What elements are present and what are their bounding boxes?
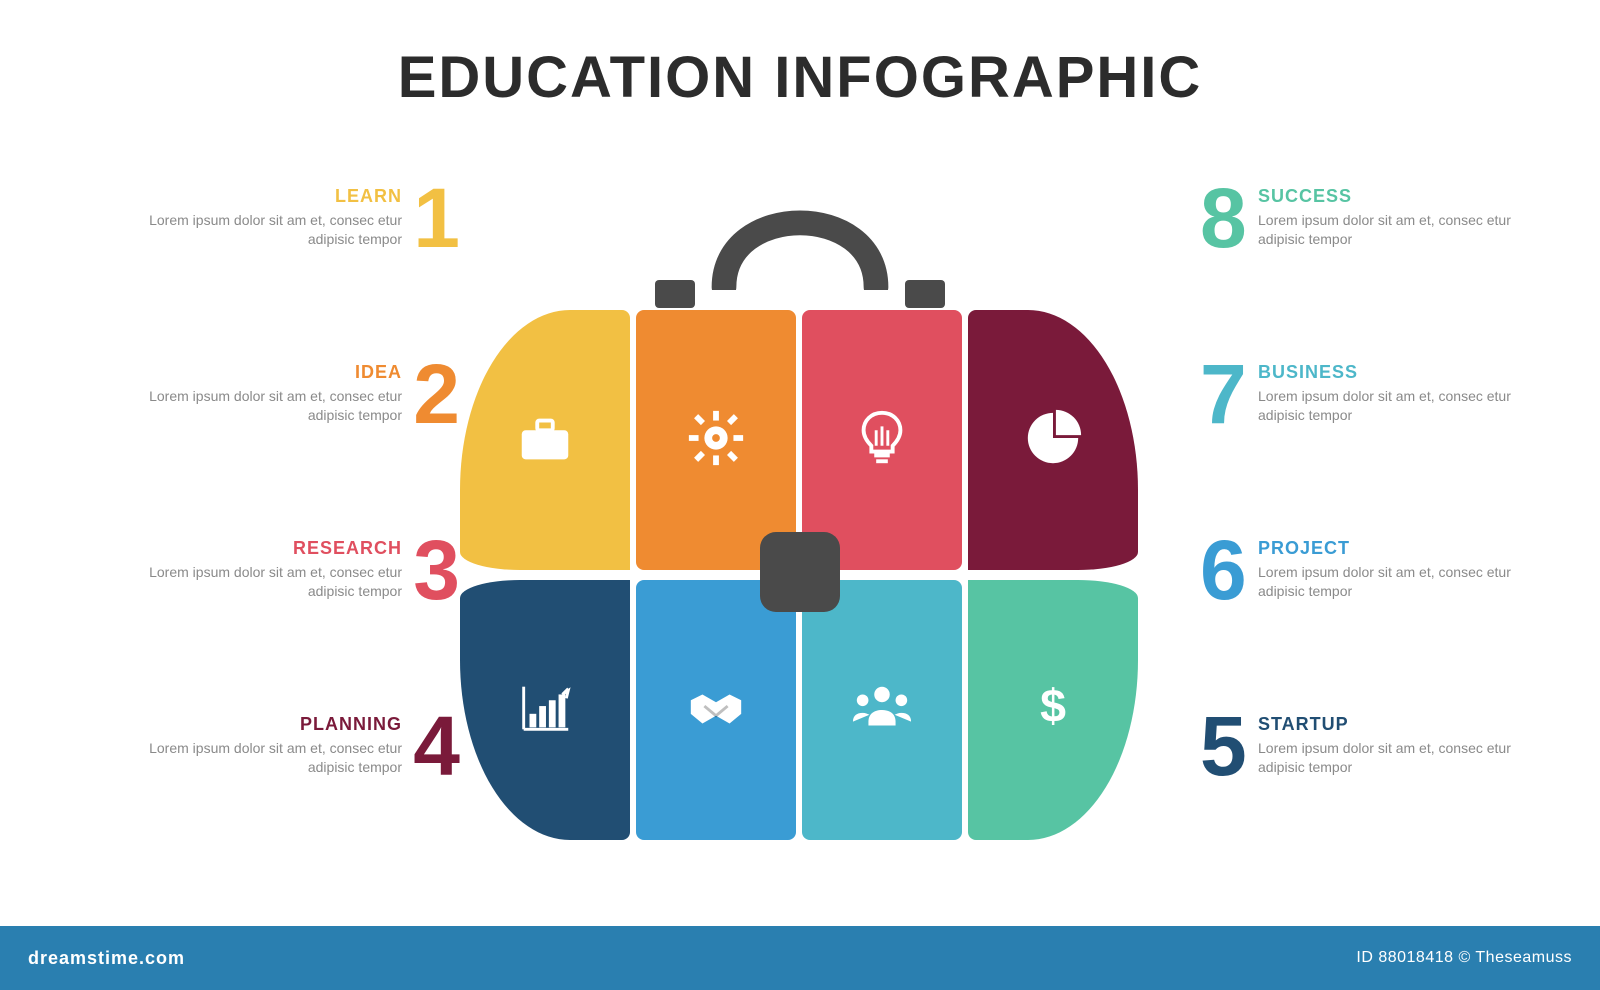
item-6: PROJECT Lorem ipsum dolor sit am et, con… bbox=[1258, 538, 1558, 601]
item-1-label: LEARN bbox=[102, 186, 402, 207]
item-5: STARTUP Lorem ipsum dolor sit am et, con… bbox=[1258, 714, 1558, 777]
item-1: LEARN Lorem ipsum dolor sit am et, conse… bbox=[102, 186, 402, 249]
briefcase-icon bbox=[514, 407, 576, 474]
item-4-label: PLANNING bbox=[102, 714, 402, 735]
item-3-number: 3 bbox=[413, 528, 460, 612]
gear-icon bbox=[685, 407, 747, 474]
briefcase-lock-icon bbox=[760, 532, 840, 612]
item-8-desc: Lorem ipsum dolor sit am et, consec etur… bbox=[1258, 211, 1558, 249]
item-2: IDEA Lorem ipsum dolor sit am et, consec… bbox=[102, 362, 402, 425]
briefcase-segment-3 bbox=[802, 310, 962, 570]
briefcase-segment-6 bbox=[636, 580, 796, 840]
briefcase-segment-2 bbox=[636, 310, 796, 570]
barchart-icon bbox=[514, 677, 576, 744]
dollar-icon: $ bbox=[1022, 677, 1084, 744]
briefcase-segment-8: $ bbox=[968, 580, 1138, 840]
item-5-label: STARTUP bbox=[1258, 714, 1558, 735]
footer-site: dreamstime.com bbox=[28, 948, 185, 969]
item-4: PLANNING Lorem ipsum dolor sit am et, co… bbox=[102, 714, 402, 777]
item-1-number: 1 bbox=[413, 176, 460, 260]
svg-text:$: $ bbox=[1040, 679, 1066, 731]
item-6-desc: Lorem ipsum dolor sit am et, consec etur… bbox=[1258, 563, 1558, 601]
briefcase-segment-7 bbox=[802, 580, 962, 840]
item-6-label: PROJECT bbox=[1258, 538, 1558, 559]
item-2-label: IDEA bbox=[102, 362, 402, 383]
item-1-desc: Lorem ipsum dolor sit am et, consec etur… bbox=[102, 211, 402, 249]
item-2-desc: Lorem ipsum dolor sit am et, consec etur… bbox=[102, 387, 402, 425]
handle-tab-right bbox=[905, 280, 945, 308]
briefcase-bottom-row: $ bbox=[460, 580, 1140, 840]
item-7-number: 7 bbox=[1200, 352, 1247, 436]
people-icon bbox=[851, 677, 913, 744]
item-5-number: 5 bbox=[1200, 704, 1247, 788]
handle-tab-left bbox=[655, 280, 695, 308]
briefcase-segment-4 bbox=[968, 310, 1138, 570]
item-6-number: 6 bbox=[1200, 528, 1247, 612]
item-8-number: 8 bbox=[1200, 176, 1247, 260]
item-8-label: SUCCESS bbox=[1258, 186, 1558, 207]
footer-meta: ID 88018418 © Theseamuss bbox=[1356, 949, 1572, 967]
item-7: BUSINESS Lorem ipsum dolor sit am et, co… bbox=[1258, 362, 1558, 425]
item-8: SUCCESS Lorem ipsum dolor sit am et, con… bbox=[1258, 186, 1558, 249]
pie-icon bbox=[1022, 407, 1084, 474]
briefcase-top-row bbox=[460, 310, 1140, 570]
briefcase: $ bbox=[460, 170, 1140, 870]
briefcase-segment-1 bbox=[460, 310, 630, 570]
item-4-number: 4 bbox=[413, 704, 460, 788]
item-3-desc: Lorem ipsum dolor sit am et, consec etur… bbox=[102, 563, 402, 601]
item-3-label: RESEARCH bbox=[102, 538, 402, 559]
item-2-number: 2 bbox=[413, 352, 460, 436]
footer-bar: dreamstime.com ID 88018418 © Theseamuss bbox=[0, 926, 1600, 990]
handshake-icon bbox=[685, 677, 747, 744]
item-3: RESEARCH Lorem ipsum dolor sit am et, co… bbox=[102, 538, 402, 601]
briefcase-handle-icon bbox=[705, 170, 895, 290]
item-7-label: BUSINESS bbox=[1258, 362, 1558, 383]
briefcase-segment-5 bbox=[460, 580, 630, 840]
item-5-desc: Lorem ipsum dolor sit am et, consec etur… bbox=[1258, 739, 1558, 777]
item-7-desc: Lorem ipsum dolor sit am et, consec etur… bbox=[1258, 387, 1558, 425]
infographic-stage: EDUCATION INFOGRAPHIC LEARN Lorem ipsum … bbox=[0, 0, 1600, 990]
item-4-desc: Lorem ipsum dolor sit am et, consec etur… bbox=[102, 739, 402, 777]
lightbulb-icon bbox=[851, 407, 913, 474]
page-title: EDUCATION INFOGRAPHIC bbox=[0, 44, 1600, 111]
